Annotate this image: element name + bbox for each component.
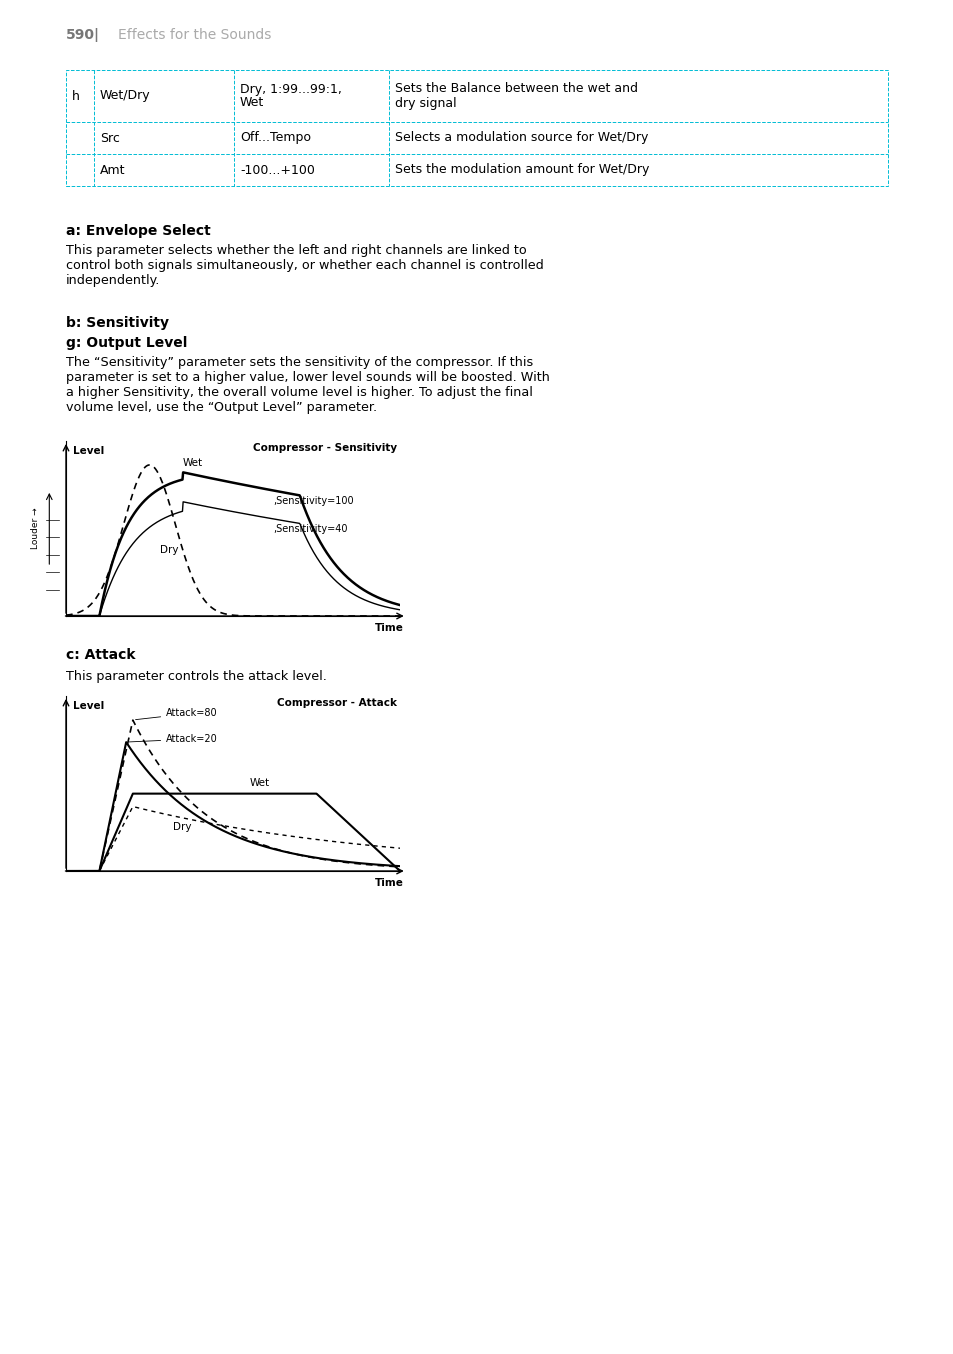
Text: dry signal: dry signal [395, 96, 456, 110]
Text: 590|: 590| [66, 28, 100, 42]
Text: Wet: Wet [183, 458, 203, 467]
Text: Dry: Dry [172, 822, 192, 833]
Text: -100...+100: -100...+100 [240, 164, 314, 176]
Text: b: Sensitivity: b: Sensitivity [66, 315, 169, 330]
Text: Compressor - Sensitivity: Compressor - Sensitivity [253, 443, 396, 452]
Text: Attack=80: Attack=80 [135, 708, 217, 719]
Text: Src: Src [100, 131, 120, 145]
Text: Attack=20: Attack=20 [129, 734, 217, 745]
Text: This parameter controls the attack level.: This parameter controls the attack level… [66, 670, 327, 682]
Text: ,Sensitivity=100: ,Sensitivity=100 [273, 496, 354, 506]
Text: c: Attack: c: Attack [66, 649, 135, 662]
Text: h: h [71, 89, 80, 103]
Text: Dry, 1:99...99:1,: Dry, 1:99...99:1, [240, 83, 341, 96]
Text: a: Envelope Select: a: Envelope Select [66, 223, 211, 238]
Text: Effects for the Sounds: Effects for the Sounds [118, 28, 271, 42]
Text: Selects a modulation source for Wet/Dry: Selects a modulation source for Wet/Dry [395, 131, 648, 145]
Text: Compressor - Attack: Compressor - Attack [276, 697, 396, 708]
Text: Louder →: Louder → [31, 508, 40, 550]
Text: Wet: Wet [240, 96, 264, 110]
Text: Time: Time [375, 877, 403, 888]
Text: ,Sensitivity=40: ,Sensitivity=40 [273, 524, 347, 533]
Text: Time: Time [375, 623, 403, 634]
Text: Level: Level [72, 447, 104, 456]
Text: Sets the Balance between the wet and: Sets the Balance between the wet and [395, 83, 638, 96]
Text: Dry: Dry [159, 546, 178, 555]
Text: Sets the modulation amount for Wet/Dry: Sets the modulation amount for Wet/Dry [395, 164, 649, 176]
Text: This parameter selects whether the left and right channels are linked to
control: This parameter selects whether the left … [66, 244, 543, 287]
Text: g: Output Level: g: Output Level [66, 336, 187, 349]
Text: Amt: Amt [100, 164, 126, 176]
Text: Level: Level [72, 701, 104, 711]
Bar [66, 70, 887, 185]
Text: The “Sensitivity” parameter sets the sensitivity of the compressor. If this
para: The “Sensitivity” parameter sets the sen… [66, 356, 549, 414]
Text: Off...Tempo: Off...Tempo [240, 131, 311, 145]
Text: Wet/Dry: Wet/Dry [100, 89, 151, 103]
Text: Wet: Wet [250, 779, 270, 788]
